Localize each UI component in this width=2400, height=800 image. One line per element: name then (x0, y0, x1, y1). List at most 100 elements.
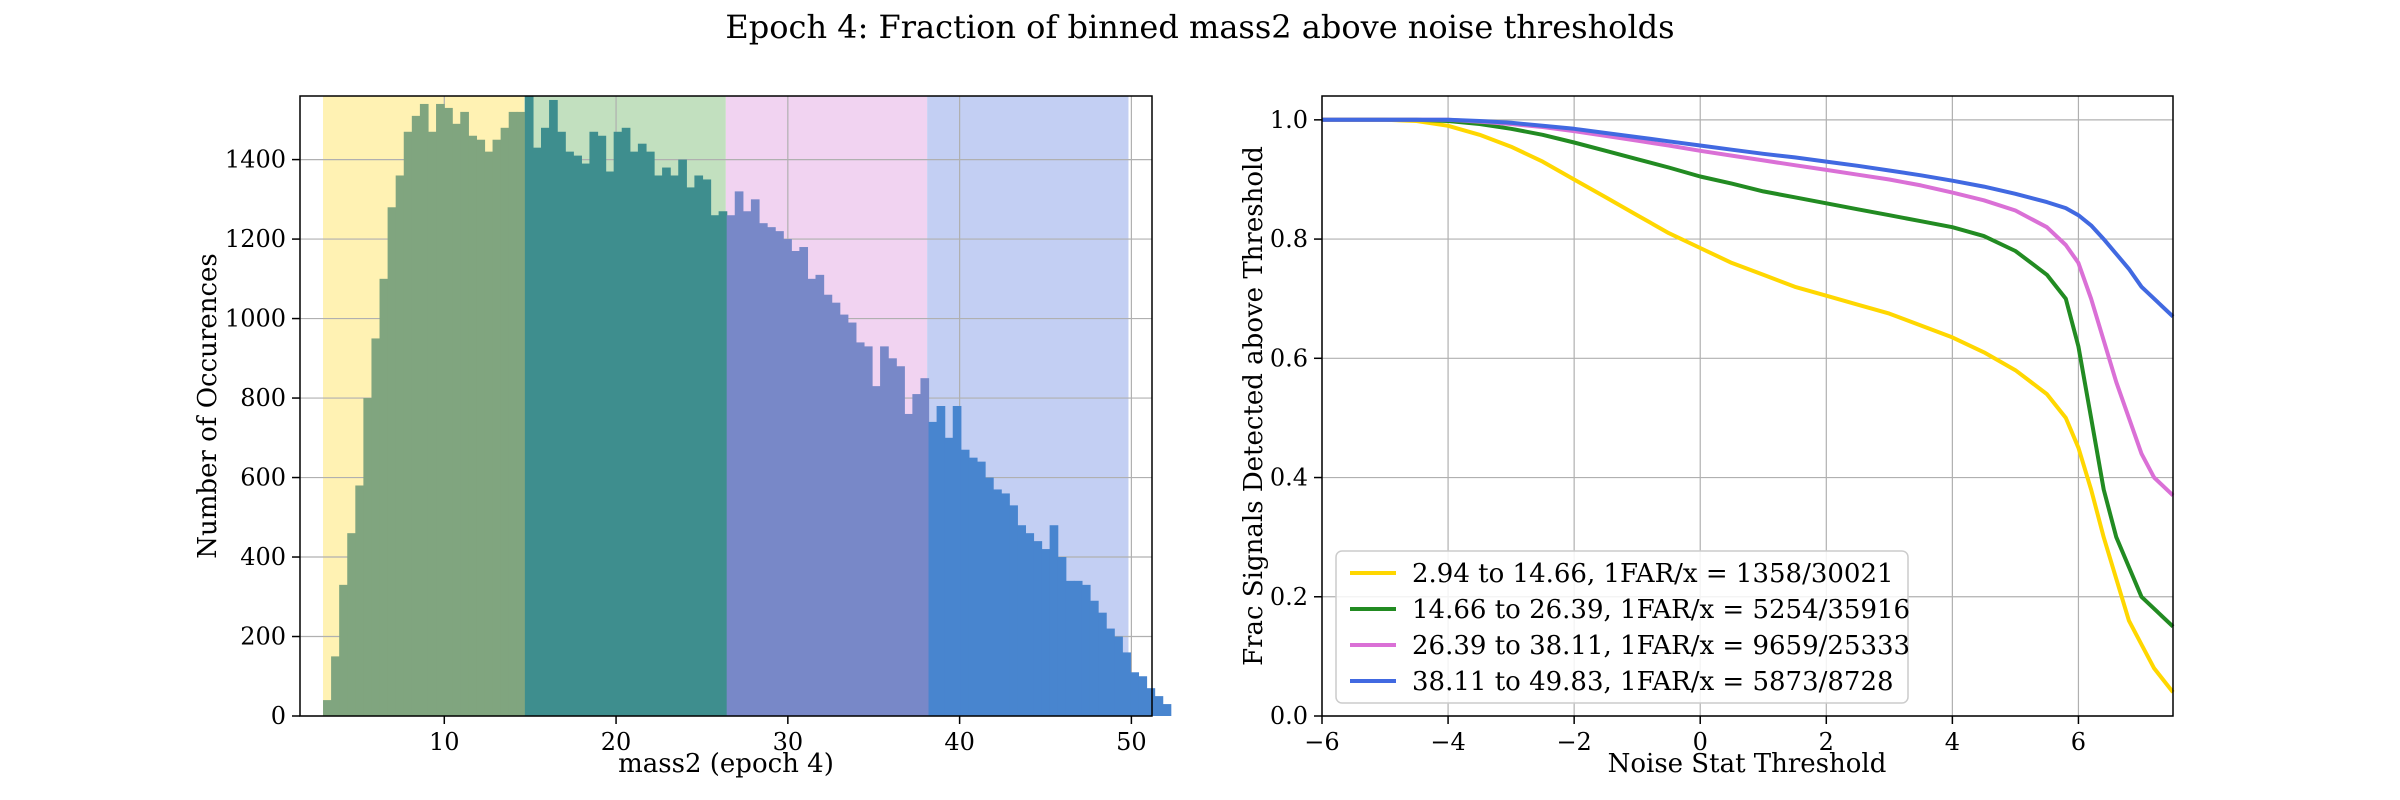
histogram-bar (767, 227, 776, 716)
histogram-bar (347, 533, 356, 716)
histogram-bar (855, 342, 865, 716)
histogram-bar (904, 413, 913, 716)
histogram-bar (581, 163, 591, 717)
histogram-bar (605, 171, 615, 716)
histogram-bar (1033, 541, 1043, 716)
y-tick-label: 1000 (225, 305, 286, 333)
histogram-bar (831, 302, 841, 716)
histogram-bar (597, 135, 607, 716)
x-tick-label: −4 (1430, 728, 1465, 756)
y-tick-label: 200 (240, 623, 286, 651)
x-tick-label: 20 (601, 728, 632, 756)
histogram-bar (791, 251, 800, 716)
histogram-bar (508, 111, 518, 716)
histogram-bar (411, 115, 421, 716)
histogram-bar (379, 278, 389, 716)
histogram-bar (702, 179, 712, 716)
histogram-bar (484, 151, 494, 717)
histogram-bar (678, 159, 687, 717)
histogram-bar (1049, 525, 1059, 716)
histogram-bar (468, 135, 478, 716)
y-tick-label: 0.8 (1270, 225, 1308, 253)
histogram-bar (888, 358, 897, 716)
histogram-bar (573, 155, 582, 717)
histogram-bar (549, 99, 558, 716)
histogram-bar (476, 139, 486, 716)
legend: 2.94 to 14.66, 1FAR/x = 1358/30021 14.66 … (1335, 550, 1910, 704)
histogram-bar (847, 322, 857, 716)
line-ylabel: Frac Signals Detected above Threshold (1239, 146, 1269, 666)
histogram-bar (1041, 549, 1051, 716)
histogram-bar (637, 143, 647, 716)
x-tick-label: −2 (1556, 728, 1591, 756)
histogram-bar (920, 378, 930, 716)
histogram-bar (726, 215, 736, 716)
histogram-bar (944, 437, 954, 716)
histogram-xlabel: mass2 (epoch 4) (618, 749, 834, 779)
histogram-bar (1114, 636, 1123, 716)
series-line-4 (1322, 117, 2175, 319)
series-line-3 (1322, 117, 2175, 497)
histogram-bar (694, 175, 704, 716)
histogram-bar (1122, 652, 1131, 716)
histogram-bar (621, 127, 631, 717)
histogram-ticks: 10 20 30 40 50 0 200 400 600 800 1000 1200 1400 (225, 146, 1147, 756)
histogram-bar (339, 584, 348, 716)
x-tick-label: 2 (1819, 728, 1834, 756)
y-tick-label: 0.6 (1270, 344, 1308, 372)
x-tick-label: −6 (1304, 728, 1339, 756)
series-line-1 (1322, 117, 2175, 694)
histogram-bar (629, 151, 639, 717)
y-tick-label: 800 (240, 384, 286, 412)
x-tick-label: 4 (1945, 728, 1960, 756)
line-chart-series (1322, 117, 2175, 694)
histogram-bar (662, 167, 671, 717)
histogram-bar (775, 231, 784, 716)
histogram-bar (565, 151, 574, 717)
histogram-bar (540, 127, 550, 717)
histogram-bar (807, 278, 817, 716)
histogram-bar (872, 386, 881, 716)
histogram-bar (710, 215, 720, 716)
legend-label-4: 38.11 to 49.83, 1FAR/x = 5873/8728 (1412, 667, 1894, 697)
histogram-bar (839, 314, 849, 716)
histogram-bar (403, 131, 413, 716)
histogram-bar (952, 406, 962, 716)
histogram-bar (492, 139, 502, 716)
x-tick-label: 0 (1693, 728, 1708, 756)
histogram-bar (823, 294, 833, 716)
histogram-bar (1146, 688, 1156, 716)
detection-fraction-panel: −6 −4 −2 0 2 4 6 0.0 0.2 0.4 0.6 0.8 1.0 Noise Stat … (1239, 95, 2175, 779)
histogram-bar (444, 107, 453, 716)
legend-label-2: 14.66 to 26.39, 1FAR/x = 5254/35916 (1412, 595, 1910, 625)
histogram-bar (960, 449, 970, 716)
histogram-bar (912, 394, 922, 716)
histogram-bar (1009, 505, 1018, 716)
figure-title: Epoch 4: Fraction of binned mass2 above … (725, 8, 1674, 46)
histogram-bar (1065, 580, 1075, 716)
x-tick-label: 6 (2071, 728, 2086, 756)
histogram-bar (783, 239, 792, 717)
histogram-bar (516, 111, 526, 716)
histogram-bar (323, 700, 332, 716)
histogram-bar (815, 274, 825, 716)
histogram-bar (750, 199, 760, 717)
histogram-bar (1130, 672, 1140, 716)
y-tick-label: 0.4 (1270, 464, 1308, 492)
histogram-bar (395, 175, 405, 716)
y-tick-label: 400 (240, 543, 286, 571)
histogram-bar (718, 211, 728, 716)
histogram-bar (880, 346, 889, 716)
x-tick-label: 40 (944, 728, 975, 756)
histogram-bar (1057, 557, 1067, 716)
histogram-bar (500, 127, 510, 717)
histogram-bar (896, 366, 905, 716)
histogram-bar (427, 131, 437, 716)
histogram-bar (968, 457, 978, 716)
histogram-bar (557, 131, 566, 716)
y-tick-label: 0 (271, 702, 286, 730)
histogram-bar (387, 207, 397, 717)
histogram-bar (1089, 600, 1099, 716)
histogram-bar (993, 489, 1002, 716)
histogram-ylabel: Number of Occurences (193, 253, 223, 558)
